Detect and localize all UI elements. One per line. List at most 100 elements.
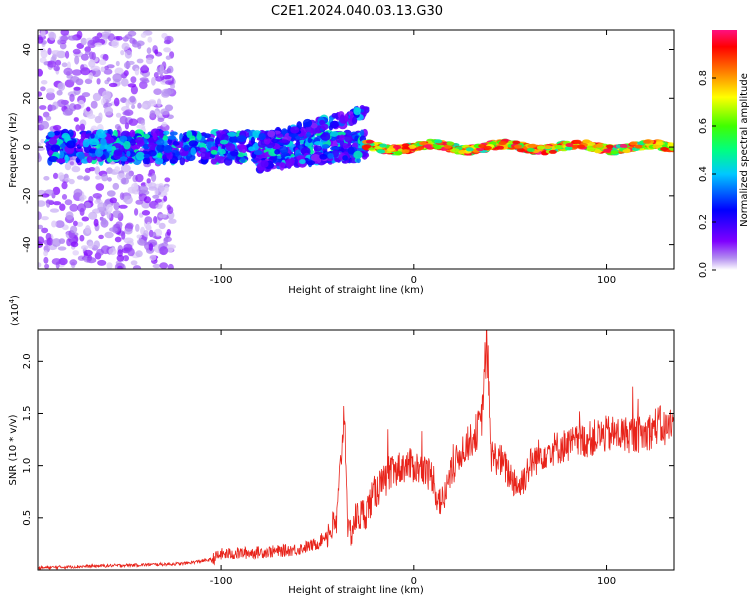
heatmap-cell <box>103 106 114 116</box>
heatmap-cell <box>353 150 363 159</box>
heatmap-cell <box>554 144 563 149</box>
heatmap-cell <box>39 105 47 110</box>
heatmap-cell <box>332 149 339 158</box>
heatmap-cell <box>319 153 328 160</box>
heatmap-cell <box>141 64 148 71</box>
heatmap-cell <box>152 194 160 199</box>
heatmap-cell <box>123 61 131 69</box>
heatmap-cell <box>151 76 156 86</box>
heatmap-cell <box>80 37 88 46</box>
heatmap-cell <box>57 172 65 180</box>
heatmap-cell <box>140 119 146 126</box>
heatmap-cell <box>190 147 196 156</box>
heatmap-cell <box>67 35 78 41</box>
y-tick-label: 20 <box>22 92 33 105</box>
heatmap-cell <box>135 151 145 161</box>
heatmap-cell <box>53 65 60 72</box>
heatmap-cell <box>279 139 289 144</box>
heatmap-cell <box>155 204 163 210</box>
chart-title: C2E1.2024.040.03.13.G30 <box>271 4 443 19</box>
heatmap-cell <box>660 147 669 151</box>
heatmap-cell <box>60 30 70 36</box>
heatmap-cell <box>73 117 79 122</box>
heatmap-cell <box>61 181 68 190</box>
heatmap-cell <box>126 150 131 157</box>
heatmap-cell <box>40 138 45 144</box>
snr-ticks: -100 0 100 0.5 1.0 1.5 2.0 <box>22 330 674 587</box>
heatmap-cell <box>151 173 157 182</box>
heatmap-cell <box>147 142 156 149</box>
heatmap-cell <box>43 176 50 181</box>
heatmap-cell <box>267 130 276 138</box>
heatmap-cell <box>107 177 112 182</box>
heatmap-cell <box>65 211 74 220</box>
heatmap-cell <box>120 164 131 173</box>
heatmap-cell <box>130 260 138 266</box>
heatmap-cell <box>84 46 91 53</box>
heatmap-cell <box>97 202 106 211</box>
heatmap-cell <box>158 222 166 230</box>
heatmap-cell <box>164 177 171 183</box>
heatmap-cell <box>95 175 102 180</box>
heatmap-cell <box>310 122 318 129</box>
heatmap-cell <box>145 156 151 165</box>
heatmap-cell <box>122 111 131 116</box>
heatmap-cell <box>66 140 76 149</box>
heatmap-cell <box>290 126 300 134</box>
heatmap-cell <box>573 139 582 144</box>
heatmap-cell <box>296 155 305 161</box>
heatmap-cell <box>72 48 81 55</box>
heatmap-cell <box>287 125 292 134</box>
heatmap-cell <box>153 72 159 79</box>
heatmap-cell <box>100 245 111 255</box>
heatmap-cell <box>101 217 107 225</box>
heatmap-cell <box>64 177 71 182</box>
colorbar-ticks: 0.0 0.2 0.4 0.6 0.8 <box>698 70 716 278</box>
heatmap-cell <box>163 39 171 45</box>
heatmap-cell <box>151 231 157 239</box>
heatmap-cell <box>38 262 42 268</box>
heatmap-cell <box>163 145 173 153</box>
x-tick-label: 0 <box>411 275 417 286</box>
heatmap-cell <box>86 257 97 264</box>
heatmap-cell <box>619 143 628 148</box>
heatmap-cell <box>57 246 67 251</box>
heatmap-cell <box>115 112 122 118</box>
heatmap-cell <box>52 124 62 131</box>
heatmap-cell <box>159 64 165 73</box>
heatmap-cell <box>93 240 101 249</box>
heatmap-cell <box>73 188 83 198</box>
heatmap-cell <box>327 153 334 159</box>
heatmap-cell <box>71 165 81 173</box>
heatmap-cell <box>216 132 222 138</box>
heatmap-cell <box>137 238 145 245</box>
heatmap-cell <box>356 157 361 164</box>
heatmap-cell <box>154 49 159 55</box>
heatmap-cell <box>73 220 78 227</box>
heatmap-cell <box>112 73 122 82</box>
heatmap-cell <box>106 190 116 197</box>
heatmap-cell <box>119 97 128 103</box>
heatmap-cell <box>113 201 120 211</box>
heatmap-cell <box>69 259 78 266</box>
heatmap-cell <box>120 50 125 56</box>
heatmap-cell <box>55 220 65 229</box>
heatmap-cell <box>307 137 312 144</box>
heatmap-cell <box>161 121 167 127</box>
heatmap-cell <box>87 39 97 49</box>
heatmap-cell <box>101 173 109 182</box>
heatmap-cell <box>622 149 631 154</box>
heatmap-cell <box>226 132 237 137</box>
heatmap-cell <box>119 115 128 125</box>
heatmap-cell <box>401 146 410 151</box>
heatmap-cell <box>106 204 113 213</box>
heatmap-cell <box>69 93 75 102</box>
heatmap-cell <box>565 143 574 147</box>
heatmap-cell <box>165 55 172 60</box>
heatmap-cell <box>56 158 66 164</box>
heatmap-cell <box>51 258 62 265</box>
heatmap-cell <box>160 108 170 115</box>
heatmap-cell <box>59 42 67 50</box>
heatmap-cell <box>86 106 91 112</box>
heatmap-cell <box>152 132 157 141</box>
